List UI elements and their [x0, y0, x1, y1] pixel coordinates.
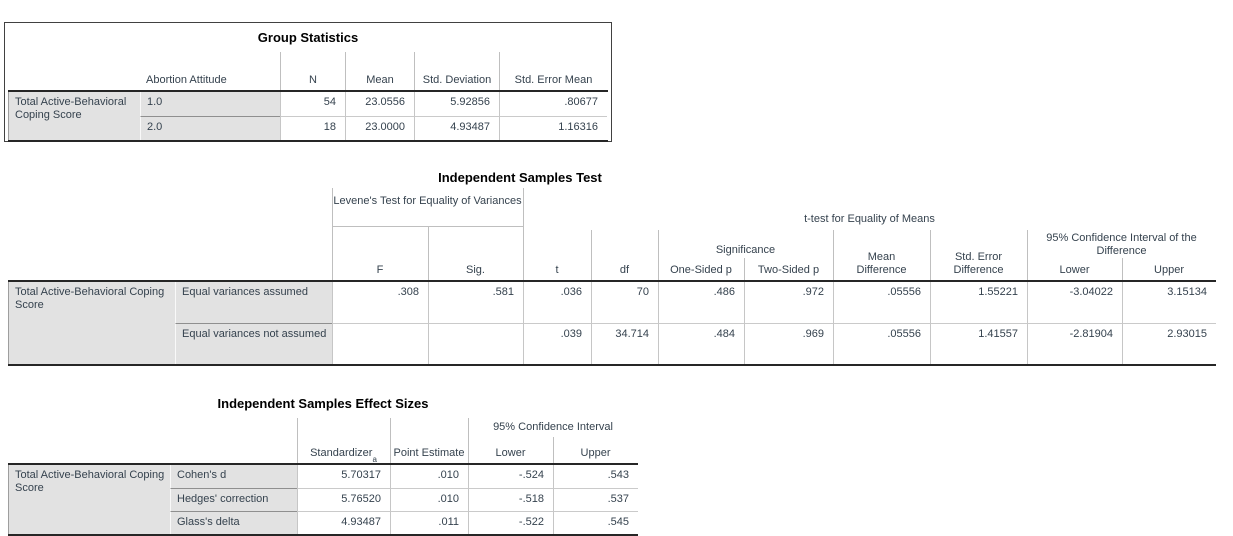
value-one-sided-1: .486	[658, 282, 744, 323]
effect-sizes-header: 95% Confidence Interval Standardizer a Po…	[8, 418, 638, 465]
row-label-total-active-behavioral: Total Active-Behavioral Coping Score	[8, 465, 170, 534]
value-n-2: 18	[280, 116, 345, 140]
header-mean-difference: Mean Difference	[856, 251, 907, 276]
header-upper: Upper	[580, 447, 611, 459]
value-n-1: 54	[280, 92, 345, 116]
value-std-err-1: .80677	[499, 92, 607, 116]
header-std-error-difference: Std. Error Difference	[953, 251, 1004, 276]
value-upper-3: .545	[553, 511, 638, 534]
value-mean-diff-2: .05556	[833, 323, 930, 364]
value-std-err-diff-2: 1.41557	[930, 323, 1027, 364]
header-standardizer-text: Standardizer	[310, 447, 373, 459]
spanner-levene: Levene's Test for Equality of Variances	[333, 195, 522, 207]
header-sig: Sig.	[466, 264, 485, 276]
header-blank	[8, 52, 140, 90]
header-std-deviation: Std. Deviation	[414, 52, 499, 90]
value-mean-2: 23.0000	[345, 116, 414, 140]
spanner-ci-difference: 95% Confidence Interval of the Differenc…	[1046, 232, 1197, 257]
header-one-sided-p: One-Sided p	[670, 264, 732, 276]
header-std-error-mean: Std. Error Mean	[499, 52, 607, 90]
value-upper-2: .537	[553, 488, 638, 511]
value-upper-1: 3.15134	[1122, 282, 1216, 323]
value-lower-1: -3.04022	[1027, 282, 1122, 323]
spanner-95-ci: 95% Confidence Interval	[493, 421, 613, 433]
value-t-1: .036	[523, 282, 591, 323]
value-two-sided-2: .969	[744, 323, 833, 364]
value-one-sided-2: .484	[658, 323, 744, 364]
independent-samples-test-title: Independent Samples Test	[438, 170, 602, 185]
header-upper: Upper	[1154, 264, 1184, 276]
group-statistics-header-row: Abortion Attitude N Mean Std. Deviation …	[8, 52, 608, 92]
value-std-dev-1: 5.92856	[414, 92, 499, 116]
row-label-cohens-d: Cohen's d	[170, 465, 297, 488]
value-f-2	[332, 323, 428, 364]
spanner-significance: Significance	[715, 244, 776, 256]
row-label-group-2: 2.0	[140, 116, 280, 140]
value-upper-2: 2.93015	[1122, 323, 1216, 364]
value-point-estimate-2: .010	[390, 488, 468, 511]
value-sig-1: .581	[428, 282, 523, 323]
value-lower-2: -2.81904	[1027, 323, 1122, 364]
value-std-dev-2: 4.93487	[414, 116, 499, 140]
independent-samples-test-header: Levene's Test for Equality of Variances …	[8, 188, 1216, 282]
effect-sizes-title: Independent Samples Effect Sizes	[217, 396, 429, 411]
row-label-hedges-correction: Hedges' correction	[170, 488, 297, 511]
row-label-equal-variances-assumed: Equal variances assumed	[175, 282, 332, 323]
row-label-equal-variances-not-assumed: Equal variances not assumed	[175, 323, 332, 364]
header-lower: Lower	[495, 447, 526, 459]
row-label-group-1: 1.0	[140, 92, 280, 116]
effect-sizes-table[interactable]: Independent Samples Effect Sizes 95% Con…	[8, 394, 638, 536]
header-mean: Mean	[345, 52, 414, 90]
header-t: t	[555, 264, 559, 276]
header-point-estimate: Point Estimate	[393, 447, 465, 459]
value-lower-1: -.524	[468, 465, 553, 488]
value-point-estimate-3: .011	[390, 511, 468, 534]
header-standardizer: Standardizer a	[310, 447, 377, 464]
header-lower: Lower	[1059, 264, 1090, 276]
effect-sizes-body: Total Active-Behavioral Coping Score Coh…	[8, 465, 638, 536]
value-point-estimate-1: .010	[390, 465, 468, 488]
value-df-2: 34.714	[591, 323, 658, 364]
value-standardizer-1: 5.70317	[297, 465, 390, 488]
row-label-glasss-delta: Glass's delta	[170, 511, 297, 534]
header-df: df	[619, 264, 630, 276]
value-sig-2	[428, 323, 523, 364]
value-std-err-diff-1: 1.55221	[930, 282, 1027, 323]
value-f-1: .308	[332, 282, 428, 323]
header-n: N	[280, 52, 345, 90]
value-mean-diff-1: .05556	[833, 282, 930, 323]
value-lower-2: -.518	[468, 488, 553, 511]
value-standardizer-2: 5.76520	[297, 488, 390, 511]
value-df-1: 70	[591, 282, 658, 323]
group-statistics-title: Group Statistics	[257, 30, 359, 45]
value-two-sided-1: .972	[744, 282, 833, 323]
row-label-total-active-behavioral: Total Active-Behavioral Coping Score	[8, 282, 175, 364]
value-upper-1: .543	[553, 465, 638, 488]
header-f: F	[376, 264, 384, 276]
independent-samples-test-body: Total Active-Behavioral Coping Score Equ…	[8, 282, 1216, 366]
header-two-sided-p: Two-Sided p	[757, 264, 820, 276]
group-statistics-table[interactable]: Group Statistics Abortion Attitude N Mea…	[4, 22, 612, 142]
value-t-2: .039	[523, 323, 591, 364]
value-standardizer-3: 4.93487	[297, 511, 390, 534]
value-lower-3: -.522	[468, 511, 553, 534]
group-statistics-body: Total Active-Behavioral Coping Score 1.0…	[8, 92, 608, 142]
independent-samples-test-table[interactable]: Independent Samples Test Levene's Test f…	[8, 166, 1216, 366]
spanner-ttest: t-test for Equality of Means	[804, 213, 935, 225]
value-std-err-2: 1.16316	[499, 116, 607, 140]
value-mean-1: 23.0556	[345, 92, 414, 116]
header-abortion-attitude: Abortion Attitude	[146, 74, 227, 86]
row-label-total-active-behavioral: Total Active-Behavioral Coping Score	[8, 92, 140, 140]
